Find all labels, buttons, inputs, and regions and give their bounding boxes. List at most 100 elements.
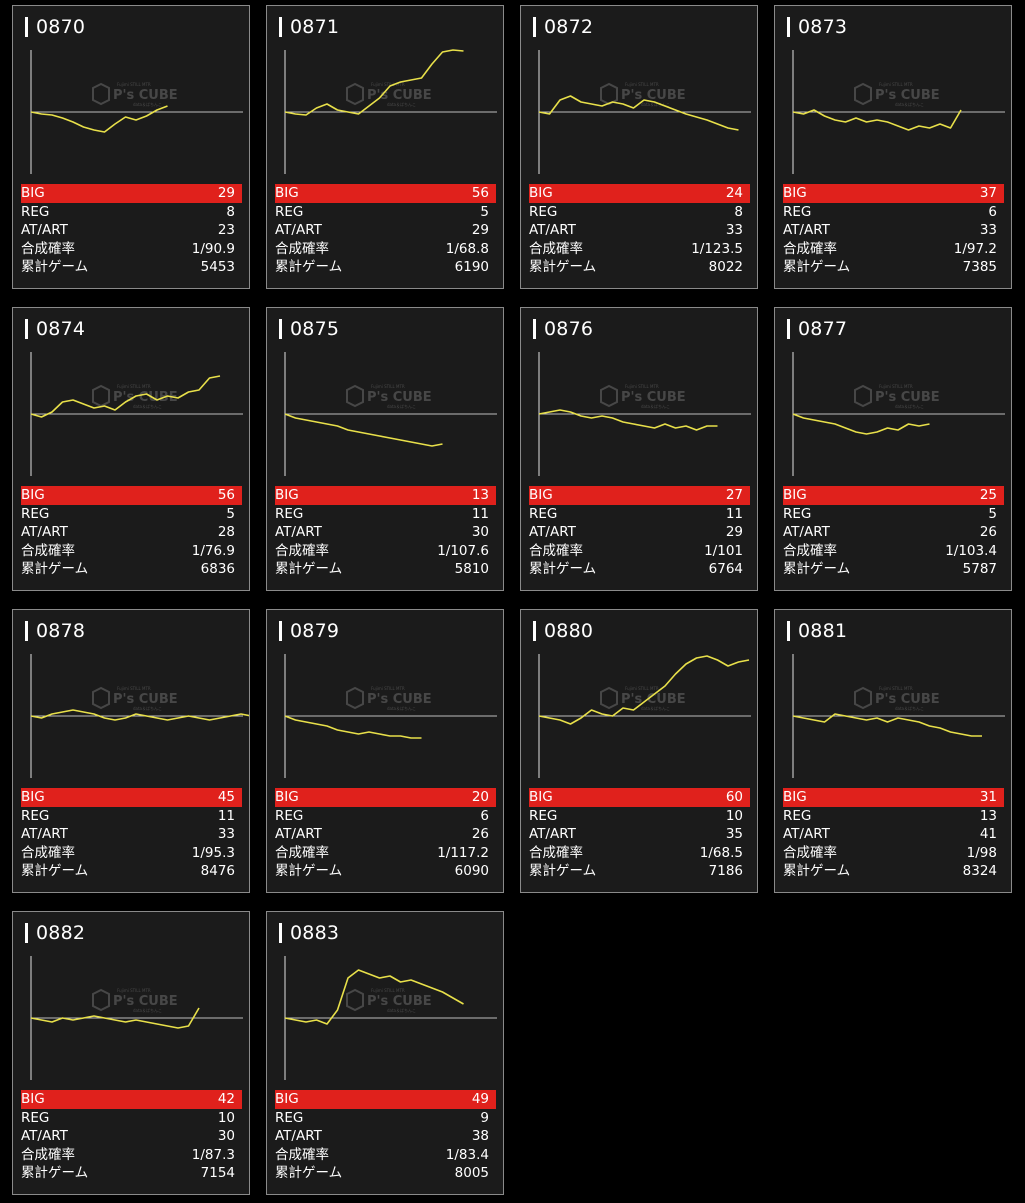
watermark-text: P's CUBE [875, 88, 940, 103]
prob-value: 1/68.8 [445, 240, 489, 257]
watermark-subtext-top: Fujimi STILL MTR [371, 384, 405, 389]
big-label: BIG [529, 487, 553, 503]
big-value: 13 [471, 487, 489, 503]
watermark-text: P's CUBE [875, 692, 940, 707]
machine-card-0882[interactable]: 0882 P's CUBE Fujimi STILL MTR data＆ぱちんこ B… [12, 911, 250, 1195]
machine-number: 0870 [36, 16, 86, 38]
prob-row: 合成確率 1/97.2 [783, 240, 1004, 259]
games-label: 累計ゲーム [21, 561, 89, 577]
watermark-text: P's CUBE [367, 390, 432, 405]
reg-label: REG [783, 807, 812, 824]
machine-number: 0873 [798, 16, 848, 38]
reg-row: REG 11 [529, 505, 750, 524]
stats-table: BIG 29 REG 8 AT/ART 23 合成確率 1/90.9 累計ゲーム… [21, 184, 242, 277]
games-label: 累計ゲーム [783, 561, 851, 577]
at-value: 33 [979, 222, 997, 238]
machine-card-0877[interactable]: 0877 P's CUBE Fujimi STILL MTR data＆ぱちんこ B… [774, 307, 1012, 591]
machine-card-0880[interactable]: 0880 P's CUBE Fujimi STILL MTR data＆ぱちんこ B… [520, 609, 758, 893]
cube-icon [854, 686, 872, 710]
machine-card-0870[interactable]: 0870 P's CUBE Fujimi STILL MTR data＆ぱちんこ B… [12, 5, 250, 289]
machine-card-0872[interactable]: 0872 P's CUBE Fujimi STILL MTR data＆ぱちんこ B… [520, 5, 758, 289]
reg-label: REG [275, 1109, 304, 1126]
watermark-subtext-top: Fujimi STILL MTR [625, 384, 659, 389]
at-row: AT/ART 29 [529, 523, 750, 542]
games-label: 累計ゲーム [783, 259, 851, 275]
stats-table: BIG 45 REG 11 AT/ART 33 合成確率 1/95.3 累計ゲー… [21, 788, 242, 881]
big-row: BIG 31 [783, 788, 1004, 807]
machine-card-0883[interactable]: 0883 P's CUBE Fujimi STILL MTR data＆ぱちんこ B… [266, 911, 504, 1195]
games-value: 6836 [200, 561, 235, 577]
cube-icon [346, 82, 364, 106]
trend-line [30, 375, 221, 418]
header-accent-bar [787, 621, 790, 641]
at-value: 33 [725, 222, 743, 238]
trend-line [284, 49, 464, 116]
watermark-text: P's CUBE [621, 390, 686, 405]
watermark-subtext-bottom: data＆ぱちんこ [641, 705, 670, 711]
big-row: BIG 49 [275, 1090, 496, 1109]
games-label: 累計ゲーム [275, 863, 343, 879]
at-value: 23 [217, 222, 235, 238]
prob-label: 合成確率 [783, 240, 837, 257]
watermark-text: P's CUBE [367, 88, 432, 103]
machine-number: 0878 [36, 620, 86, 642]
machine-card-0875[interactable]: 0875 P's CUBE Fujimi STILL MTR data＆ぱちんこ B… [266, 307, 504, 591]
machine-number: 0875 [290, 318, 340, 340]
machine-header: 0879 [279, 621, 339, 641]
at-value: 29 [471, 222, 489, 238]
reg-label: REG [21, 1109, 50, 1126]
prob-label: 合成確率 [529, 844, 583, 861]
machine-card-0881[interactable]: 0881 P's CUBE Fujimi STILL MTR data＆ぱちんこ B… [774, 609, 1012, 893]
trend-line [538, 95, 739, 131]
trend-line [30, 1007, 200, 1029]
prob-row: 合成確率 1/95.3 [21, 844, 242, 863]
machine-card-0873[interactable]: 0873 P's CUBE Fujimi STILL MTR data＆ぱちんこ B… [774, 5, 1012, 289]
trend-line [30, 709, 249, 721]
prob-row: 合成確率 1/68.5 [529, 844, 750, 863]
machine-card-0871[interactable]: 0871 P's CUBE Fujimi STILL MTR data＆ぱちんこ B… [266, 5, 504, 289]
games-row: 累計ゲーム 8476 [21, 862, 242, 881]
prob-row: 合成確率 1/103.4 [783, 542, 1004, 561]
machine-header: 0873 [787, 17, 847, 37]
reg-row: REG 5 [275, 203, 496, 222]
watermark-subtext-top: Fujimi STILL MTR [371, 82, 405, 87]
header-accent-bar [279, 319, 282, 339]
at-row: AT/ART 30 [275, 523, 496, 542]
big-value: 29 [217, 185, 235, 201]
at-value: 29 [725, 524, 743, 540]
watermark-subtext-top: Fujimi STILL MTR [117, 82, 151, 87]
cube-icon [600, 384, 618, 408]
machine-card-0876[interactable]: 0876 P's CUBE Fujimi STILL MTR data＆ぱちんこ B… [520, 307, 758, 591]
at-value: 26 [979, 524, 997, 540]
stats-table: BIG 27 REG 11 AT/ART 29 合成確率 1/101 累計ゲーム… [529, 486, 750, 579]
big-row: BIG 56 [21, 486, 242, 505]
machine-card-0874[interactable]: 0874 P's CUBE Fujimi STILL MTR data＆ぱちんこ B… [12, 307, 250, 591]
machine-number: 0880 [544, 620, 594, 642]
reg-value: 10 [725, 807, 743, 824]
at-label: AT/ART [21, 222, 68, 238]
big-value: 56 [217, 487, 235, 503]
machine-card-0878[interactable]: 0878 P's CUBE Fujimi STILL MTR data＆ぱちんこ B… [12, 609, 250, 893]
games-label: 累計ゲーム [529, 863, 597, 879]
reg-value: 5 [480, 203, 489, 220]
big-label: BIG [275, 1091, 299, 1107]
at-row: AT/ART 26 [275, 825, 496, 844]
prob-value: 1/68.5 [699, 844, 743, 861]
watermark-subtext-bottom: data＆ぱちんこ [133, 403, 162, 409]
big-row: BIG 42 [21, 1090, 242, 1109]
games-value: 8022 [708, 259, 743, 275]
machine-number: 0877 [798, 318, 848, 340]
machine-card-0879[interactable]: 0879 P's CUBE Fujimi STILL MTR data＆ぱちんこ B… [266, 609, 504, 893]
machine-number: 0883 [290, 922, 340, 944]
machine-header: 0876 [533, 319, 593, 339]
at-label: AT/ART [783, 826, 830, 842]
watermark-subtext-top: Fujimi STILL MTR [117, 686, 151, 691]
reg-value: 5 [226, 505, 235, 522]
header-accent-bar [787, 319, 790, 339]
